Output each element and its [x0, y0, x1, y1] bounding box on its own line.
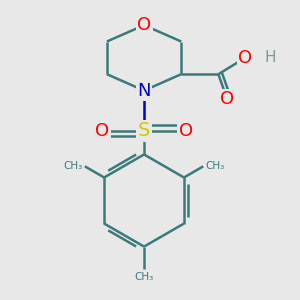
Text: O: O — [238, 49, 252, 67]
Text: O: O — [178, 122, 193, 140]
Text: CH₃: CH₃ — [63, 161, 82, 171]
Text: O: O — [95, 122, 110, 140]
Text: N: N — [137, 82, 151, 100]
Text: CH₃: CH₃ — [206, 161, 225, 171]
Text: S: S — [138, 121, 150, 140]
Text: CH₃: CH₃ — [134, 272, 154, 283]
Text: O: O — [137, 16, 151, 34]
Text: O: O — [220, 91, 234, 109]
Text: H: H — [264, 50, 276, 65]
